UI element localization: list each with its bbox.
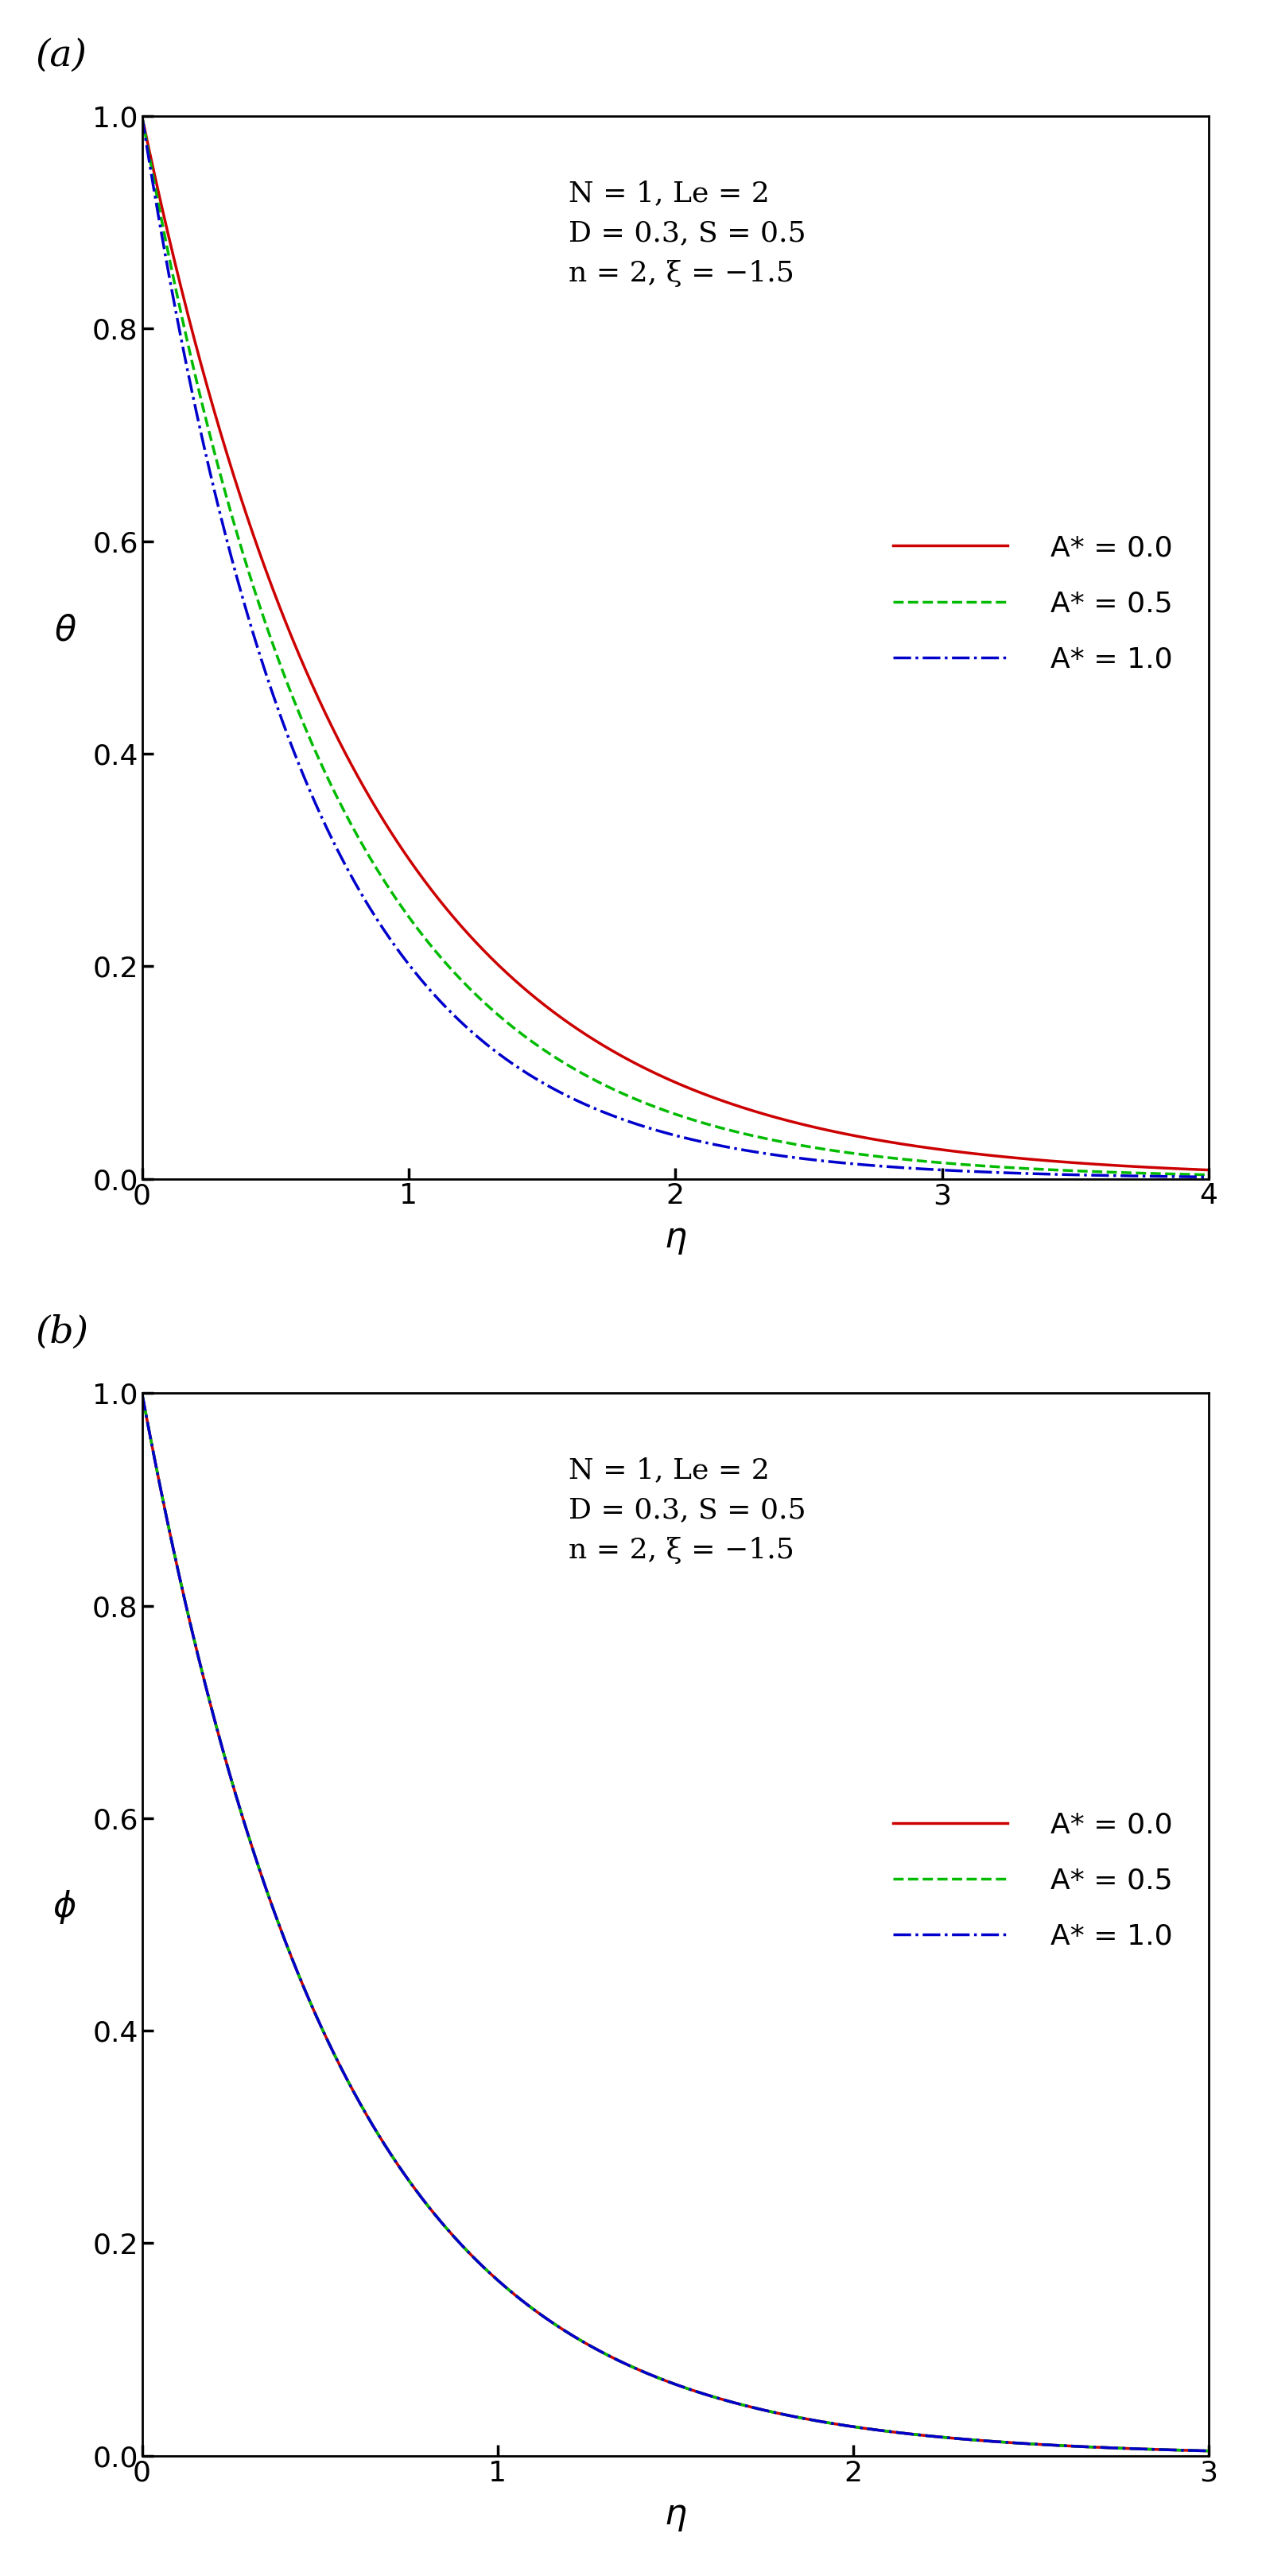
Text: (a): (a) — [35, 39, 87, 75]
Legend: A* = 0.0, A* = 0.5, A* = 1.0: A* = 0.0, A* = 0.5, A* = 1.0 — [893, 1811, 1172, 1950]
Text: (b): (b) — [35, 1314, 88, 1350]
Y-axis label: θ: θ — [54, 613, 76, 647]
Text: N = 1, Le = 2
D = 0.3, S = 0.5
n = 2, ξ = −1.5: N = 1, Le = 2 D = 0.3, S = 0.5 n = 2, ξ … — [569, 1458, 806, 1564]
X-axis label: η: η — [664, 1221, 687, 1255]
Legend: A* = 0.0, A* = 0.5, A* = 1.0: A* = 0.0, A* = 0.5, A* = 1.0 — [893, 533, 1172, 672]
X-axis label: η: η — [664, 2499, 687, 2532]
Y-axis label: ϕ: ϕ — [53, 1891, 77, 1924]
Text: N = 1, Le = 2
D = 0.3, S = 0.5
n = 2, ξ = −1.5: N = 1, Le = 2 D = 0.3, S = 0.5 n = 2, ξ … — [569, 180, 806, 286]
